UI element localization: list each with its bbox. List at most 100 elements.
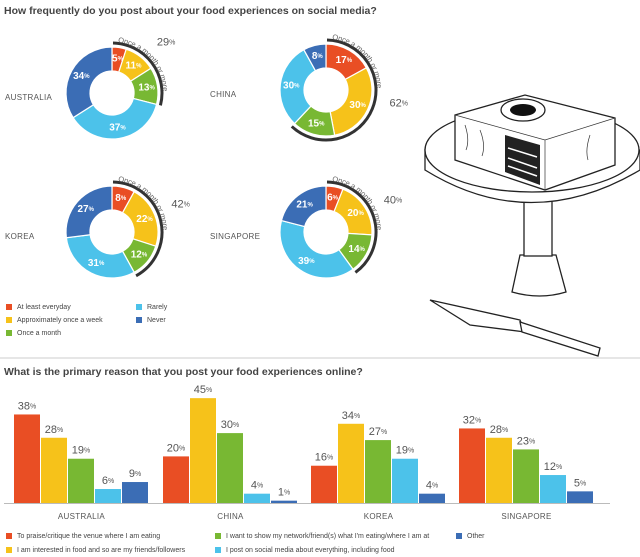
highlight-arc [112,180,164,278]
legend-swatch [215,533,221,539]
bar [459,428,485,503]
bar [419,493,445,503]
bar [217,433,243,503]
bar-value-label: 20% [167,442,185,454]
highlight-arc [290,38,378,142]
bar-value-label: 1% [278,487,290,499]
legend-label: I want to show my network/friend(s) what… [226,533,429,540]
bar [567,491,593,503]
legend-label: I post on social media about everything,… [226,547,395,554]
country-label: CHINA [210,90,237,99]
legend-swatch [456,533,462,539]
bar-value-label: 19% [72,445,90,457]
category-label: KOREA [364,512,394,521]
bar [95,489,121,503]
highlight-value: 29% [157,36,175,48]
bar-value-label: 9% [129,468,141,480]
segment-label: 20% [347,208,364,219]
bar-value-label: 23% [517,435,535,447]
bar-value-label: 4% [426,480,438,492]
segment-label: 13% [138,82,155,93]
donut-segment [65,46,113,119]
bar [365,440,391,503]
segment-label: 22% [136,214,153,225]
chart-title: How frequently do you post about your fo… [4,5,377,17]
bar [244,493,270,503]
bar-value-label: 34% [342,410,360,422]
segment-label: 27% [78,203,95,214]
legend-label: Never [147,317,166,324]
segment-label: 30% [349,100,366,111]
segment-label: 17% [336,55,353,66]
bar [392,458,418,503]
bar-value-label: 19% [396,445,414,457]
bar-value-label: 45% [194,384,212,396]
country-label: SINGAPORE [210,232,260,241]
segment-label: 5% [112,53,124,64]
bar-value-label: 6% [102,475,114,487]
legend-swatch [136,304,142,310]
donut-segment [65,234,135,279]
segment-label: 8% [312,51,324,62]
legend-label: Other [467,533,485,540]
bar [486,437,512,503]
bar [540,475,566,503]
country-label: KOREA [5,232,35,241]
country-label: AUSTRALIA [5,93,53,102]
bar [338,423,364,503]
donut-segment [280,185,327,228]
legend-swatch [215,547,221,553]
segment-label: 14% [348,244,365,255]
legend-label: Once a month [17,330,61,337]
segment-label: 8% [115,193,127,204]
bar [311,465,337,503]
highlight-arc [112,41,164,106]
donut-segment [279,48,317,125]
bar-value-label: 32% [463,414,481,426]
bar [163,456,189,503]
legend-swatch [6,330,12,336]
category-label: AUSTRALIA [58,512,106,521]
legend-swatch [6,317,12,323]
segment-label: 11% [125,60,142,71]
segment-label: 15% [308,118,325,129]
segment-label: 6% [327,192,339,203]
bar [271,500,297,503]
bar [122,482,148,503]
segment-label: 34% [73,71,90,82]
bar [513,449,539,503]
segment-label: 37% [109,122,126,133]
legend-label: I am interested in food and so are my fr… [17,547,186,554]
legend-label: At least everyday [17,304,71,311]
bar [41,437,67,503]
segment-label: 30% [283,80,300,91]
highlight-value: 62% [390,97,408,109]
bar-value-label: 12% [544,461,562,473]
donut-segment [329,67,373,136]
legend-swatch [6,547,12,553]
category-label: SINGAPORE [501,512,551,521]
bar [14,414,40,503]
category-label: CHINA [217,512,244,521]
donut-segment [72,97,158,140]
bar-value-label: 28% [45,424,63,436]
segment-label: 31% [88,258,105,269]
bar-value-label: 30% [221,419,239,431]
highlight-value: 42% [171,198,189,210]
bar [190,398,216,503]
highlight-arc [326,180,378,274]
bar-value-label: 28% [490,424,508,436]
bar-value-label: 27% [369,426,387,438]
donut-segment [65,185,113,239]
cake-illustration [424,94,640,357]
legend-swatch [6,533,12,539]
bar-value-label: 16% [315,452,333,464]
donut-segment [279,219,354,279]
segment-label: 39% [298,256,315,267]
segment-label: 21% [296,199,313,210]
bar-value-label: 5% [574,477,586,489]
legend-label: Approximately once a week [17,317,103,324]
legend-swatch [136,317,142,323]
chart-title: What is the primary reason that you post… [4,366,363,378]
